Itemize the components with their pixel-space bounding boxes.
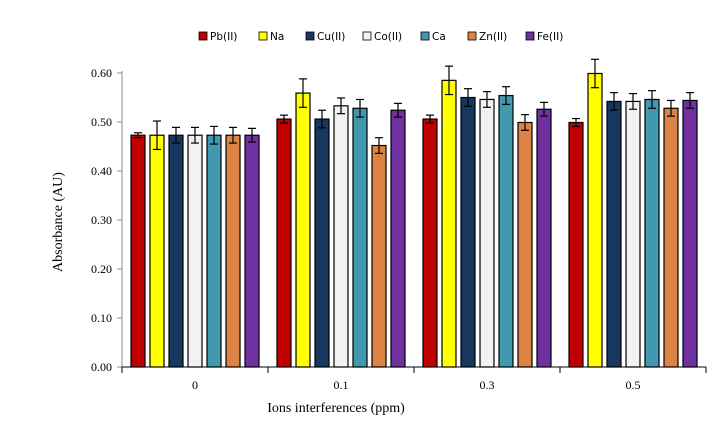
error-bar [445,65,453,96]
error-bar [686,91,694,109]
error-bar [134,132,142,139]
error-bar [229,126,237,144]
error-bar [572,117,580,128]
bar-cuii-0 [168,134,184,368]
error-bar [153,120,161,151]
bar-ca-0.5 [644,98,660,368]
legend-item: Ca [420,31,446,43]
bar-cuii-0.3 [460,96,476,368]
bar-coii-0.3 [479,98,495,368]
bar-na-0.3 [441,79,457,368]
bar-ca-0.1 [352,107,368,368]
error-bar [483,91,491,108]
bar-znii-0.1 [371,144,387,368]
bars [130,58,698,368]
error-bar [318,109,326,129]
legend-label: Cu(II) [317,31,345,43]
error-bar [591,58,599,89]
legend-swatch [525,31,535,41]
bar-cuii-0.5 [606,100,622,368]
bar-feii-0.5 [682,99,698,368]
error-bar [337,97,345,115]
error-bar [172,126,180,144]
bar-na-0.5 [587,72,603,368]
x-tick-label: 0.1 [334,378,349,392]
legend-swatch [305,31,315,41]
bar-coii-0 [187,134,203,368]
error-bar [356,98,364,118]
x-tick-label: 0.3 [480,378,495,392]
error-bar [502,86,510,105]
legend-swatch [258,31,268,41]
y-axis: 0.00 0.10 0.20 0.30 0.40 0.50 0.60 [91,66,123,374]
bar-feii-0 [244,134,260,368]
error-bar [426,114,434,124]
error-bar [464,88,472,107]
bar-znii-0 [225,134,241,368]
bar-pbii-0.1 [276,118,292,368]
bar-na-0.1 [295,92,311,368]
legend-label: Zn(II) [479,31,507,43]
error-bar [280,114,288,124]
legend-item: Zn(II) [467,31,507,43]
error-bar [375,137,383,154]
bar-feii-0.1 [390,109,406,368]
legend-item: Cu(II) [305,31,345,43]
bar-pbii-0 [130,134,146,368]
legend-swatch [467,31,477,41]
x-axis-title: Ions interferences (ppm) [267,401,405,416]
legend-swatch [198,31,208,41]
error-bar [629,92,637,110]
legend-label: Pb(II) [210,31,237,43]
bar-pbii-0.5 [568,121,584,368]
bar-ca-0 [206,134,222,368]
y-tick-label: 0.10 [91,311,112,325]
y-axis-title: Absorbance (AU) [51,172,66,272]
legend-swatch [420,31,430,41]
legend-label: Ca [432,31,446,43]
error-bar [648,90,656,109]
bar-ca-0.3 [498,94,514,368]
y-tick-label: 0.60 [91,66,112,80]
legend-label: Co(II) [374,31,402,43]
error-bar [248,127,256,143]
bar-feii-0.3 [536,108,552,368]
legend: Pb(II) Na Cu(II) Co(II) Ca Zn(II) Fe(II) [198,31,563,43]
bar-coii-0.1 [333,105,349,368]
legend-swatch [362,31,372,41]
legend-item: Fe(II) [525,31,563,43]
legend-item: Pb(II) [198,31,237,43]
bar-pbii-0.3 [422,118,438,368]
legend-label: Fe(II) [537,31,563,43]
error-bar [667,99,675,117]
y-tick-label: 0.30 [91,213,112,227]
x-tick-label: 0.5 [626,378,641,392]
error-bar [610,91,618,111]
error-bar [540,101,548,117]
bar-znii-0.5 [663,107,679,368]
bar-cuii-0.1 [314,118,330,368]
y-tick-label: 0.20 [91,262,112,276]
error-bar [521,114,529,131]
y-tick-label: 0.00 [91,360,112,374]
error-bar [191,126,199,144]
legend-item: Na [258,31,284,43]
bar-na-0 [149,134,165,368]
x-axis: 0 0.1 0.3 0.5 [121,366,707,392]
y-tick-label: 0.50 [91,115,112,129]
error-bar [394,102,402,118]
error-bar [299,78,307,108]
bar-coii-0.5 [625,100,641,368]
x-tick-label: 0 [192,378,198,392]
y-tick-label: 0.40 [91,164,112,178]
legend-item: Co(II) [362,31,402,43]
bar-znii-0.3 [517,121,533,368]
legend-label: Na [270,31,284,43]
error-bar [210,125,218,145]
